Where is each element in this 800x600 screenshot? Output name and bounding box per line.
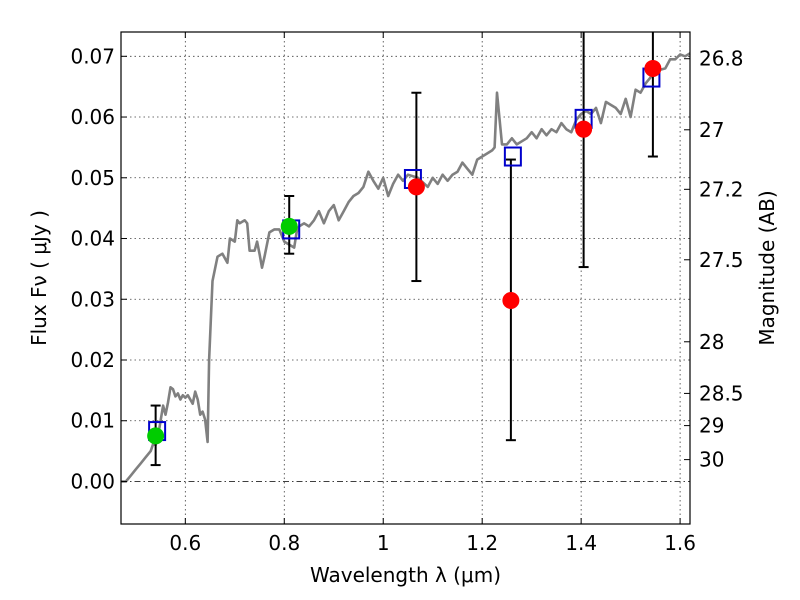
magnitude-tick-label: 28.5 xyxy=(699,381,744,405)
magnitude-tick-label: 29 xyxy=(699,414,724,438)
photometry-points-layer xyxy=(147,59,662,445)
model-sed-line xyxy=(121,52,691,483)
x-tick-label: 1.2 xyxy=(466,531,498,555)
magnitude-tick-label: 26.8 xyxy=(699,47,744,71)
grid xyxy=(121,32,690,524)
detection-point xyxy=(147,427,165,445)
non-detection-point xyxy=(407,178,425,196)
magnitude-tick-label: 27.5 xyxy=(699,248,744,272)
model-sed-layer xyxy=(121,52,691,483)
y-axis-label: Flux Fν ( μJy ) xyxy=(27,210,51,346)
magnitude-tick-label: 28 xyxy=(699,330,724,354)
magnitude-tick-label: 27.2 xyxy=(699,177,744,201)
x-tick-label: 1 xyxy=(377,531,390,555)
x-tick-label: 1.6 xyxy=(664,531,696,555)
y-tick-label: 0.07 xyxy=(70,44,115,68)
detection-point xyxy=(280,217,298,235)
y-axis: 0.00 0.01 0.02 0.03 0.04 0.05 0.06 0.07 xyxy=(70,44,127,493)
x-tick-label: 0.6 xyxy=(169,531,201,555)
magnitude-tick-label: 30 xyxy=(699,448,724,472)
y-tick-label: 0.00 xyxy=(70,469,115,493)
y-tick-label: 0.04 xyxy=(70,227,115,251)
magnitude-axis: 26.8 27 27.2 27.5 28 28.5 29 30 xyxy=(684,47,744,472)
x-axis-label: Wavelength λ (μm) xyxy=(310,563,501,587)
model-band-flux-square xyxy=(503,146,522,167)
non-detection-point xyxy=(502,291,520,309)
plot-frame xyxy=(120,31,691,525)
x-tick-label: 1.4 xyxy=(565,531,597,555)
magnitude-axis-label: Magnitude (AB) xyxy=(755,190,779,345)
x-axis: 0.6 0.8 1 1.2 1.4 1.6 xyxy=(169,32,696,555)
non-detection-point xyxy=(644,59,662,77)
error-bars-layer xyxy=(150,32,658,467)
y-tick-label: 0.05 xyxy=(70,166,115,190)
y-tick-label: 0.01 xyxy=(70,409,115,433)
x-tick-label: 0.8 xyxy=(268,531,300,555)
y-tick-label: 0.02 xyxy=(70,348,115,372)
magnitude-tick-label: 27 xyxy=(699,118,724,142)
y-tick-label: 0.03 xyxy=(70,287,115,311)
y-tick-label: 0.06 xyxy=(70,105,115,129)
non-detection-point xyxy=(575,120,593,138)
